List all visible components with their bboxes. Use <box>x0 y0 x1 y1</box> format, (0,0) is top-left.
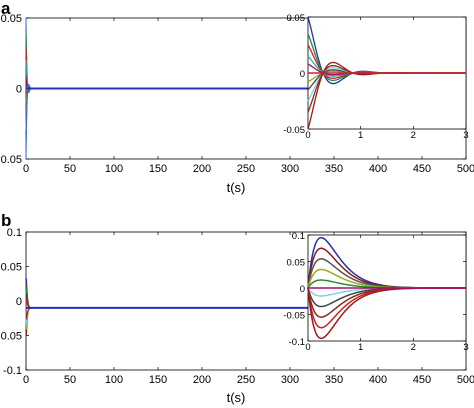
panel-a-inset-x-tick-label: 0 <box>305 130 310 141</box>
panel-b-inset-x-tick-label: 2 <box>411 342 416 353</box>
panel-a-x-axis-label: t(s) <box>227 180 246 195</box>
panel-a-x-tick-label: 150 <box>149 163 167 175</box>
panel-a-y-tick-label: 0.05 <box>1 13 22 25</box>
panel-a-x-tick-label: 500 <box>457 163 474 175</box>
panel-b-x-tick-label: 250 <box>237 374 255 386</box>
panel-b-label: b <box>1 211 11 230</box>
panel-b-inset-y-tick-label: -0.1 <box>289 337 305 348</box>
panel-b-inset-y-tick-label: 0.05 <box>287 258 306 269</box>
panel-b-x-axis-label: t(s) <box>227 390 246 405</box>
panel-a-inset-y-tick-label: -0.05 <box>283 125 305 136</box>
panel-a-x-tick-label: 450 <box>413 163 431 175</box>
panel-a-y-tick-label: -0.05 <box>0 154 22 166</box>
panel-a-x-tick-label: 350 <box>325 163 343 175</box>
panel-a-x-tick-label: 100 <box>105 163 123 175</box>
panel-b-inset-y-tick-label: 0.1 <box>292 231 305 242</box>
panel-a-inset-y-tick-label: 0 <box>300 69 305 80</box>
panel-a-x-tick-label: 250 <box>237 163 255 175</box>
panel-a-x-tick-label: 0 <box>23 163 29 175</box>
panel-b-x-tick-label: 50 <box>64 374 76 386</box>
panel-b-inset-x-ticks: 0 1 2 3 <box>305 235 469 353</box>
panel-b-inset-y-tick-label: -0.05 <box>283 311 305 322</box>
panel-b-x-tick-label: 0 <box>23 374 29 386</box>
panel-a-series <box>25 17 466 160</box>
panel-b-x-tick-label: 200 <box>193 374 211 386</box>
panel-b-y-tick-label: 0.1 <box>7 227 22 239</box>
panel-b-inset-series <box>307 236 466 340</box>
panel-a-x-tick-label: 400 <box>369 163 387 175</box>
panel-b-inset-x-tick-label: 3 <box>463 342 468 353</box>
panel-a-x-tick-label: 200 <box>193 163 211 175</box>
panel-a-x-ticks: 0 50 100 150 200 250 300 350 400 450 500 <box>23 18 474 175</box>
panel-b-x-tick-label: 450 <box>413 374 431 386</box>
panel-a-inset-x-tick-label: 3 <box>463 130 468 141</box>
panel-a-inset-x-tick-label: 1 <box>358 130 363 141</box>
panel-b-y-tick-label: -0.05 <box>0 331 22 343</box>
panel-a-x-tick-label: 50 <box>64 163 76 175</box>
panel-a-inset-series <box>307 16 466 130</box>
panel-b-x-tick-label: 300 <box>281 374 299 386</box>
panel-a-inset-y-tick-label: 0.05 <box>287 13 306 24</box>
panel-b-x-ticks: 0 50 100 150 200 250 300 350 400 450 500 <box>23 232 474 386</box>
panel-b-x-tick-label: 350 <box>325 374 343 386</box>
panel-a-y-ticks: 0.050-0.05 <box>0 13 466 166</box>
panel-a-inset-x-tick-label: 2 <box>411 130 416 141</box>
panel-b-inset-x-tick-label: 0 <box>305 342 310 353</box>
panel-a-label: a <box>1 0 11 18</box>
panel-b-y-tick-label: 0 <box>16 296 22 308</box>
panel-b-y-tick-label: -0.1 <box>3 365 22 377</box>
panel-b-y-ticks: 0.1 0.05 0 -0.05 -0.1 <box>0 227 466 377</box>
panel-a-x-tick-label: 300 <box>281 163 299 175</box>
panel-b-x-tick-label: 500 <box>457 374 474 386</box>
panel-b-x-tick-label: 400 <box>369 374 387 386</box>
panel-b-inset-x-tick-label: 1 <box>358 342 363 353</box>
panel-b-x-tick-label: 100 <box>105 374 123 386</box>
panel-b-y-tick-label: 0.05 <box>1 262 22 274</box>
panel-b-inset: 0 1 2 3 0.1 0.05 0 -0.05 -0.1 <box>283 231 468 353</box>
panel-b-inset-y-tick-label: 0 <box>300 284 305 295</box>
panel-a-y-tick-label: 0 <box>16 84 22 96</box>
panel-b-x-tick-label: 150 <box>149 374 167 386</box>
